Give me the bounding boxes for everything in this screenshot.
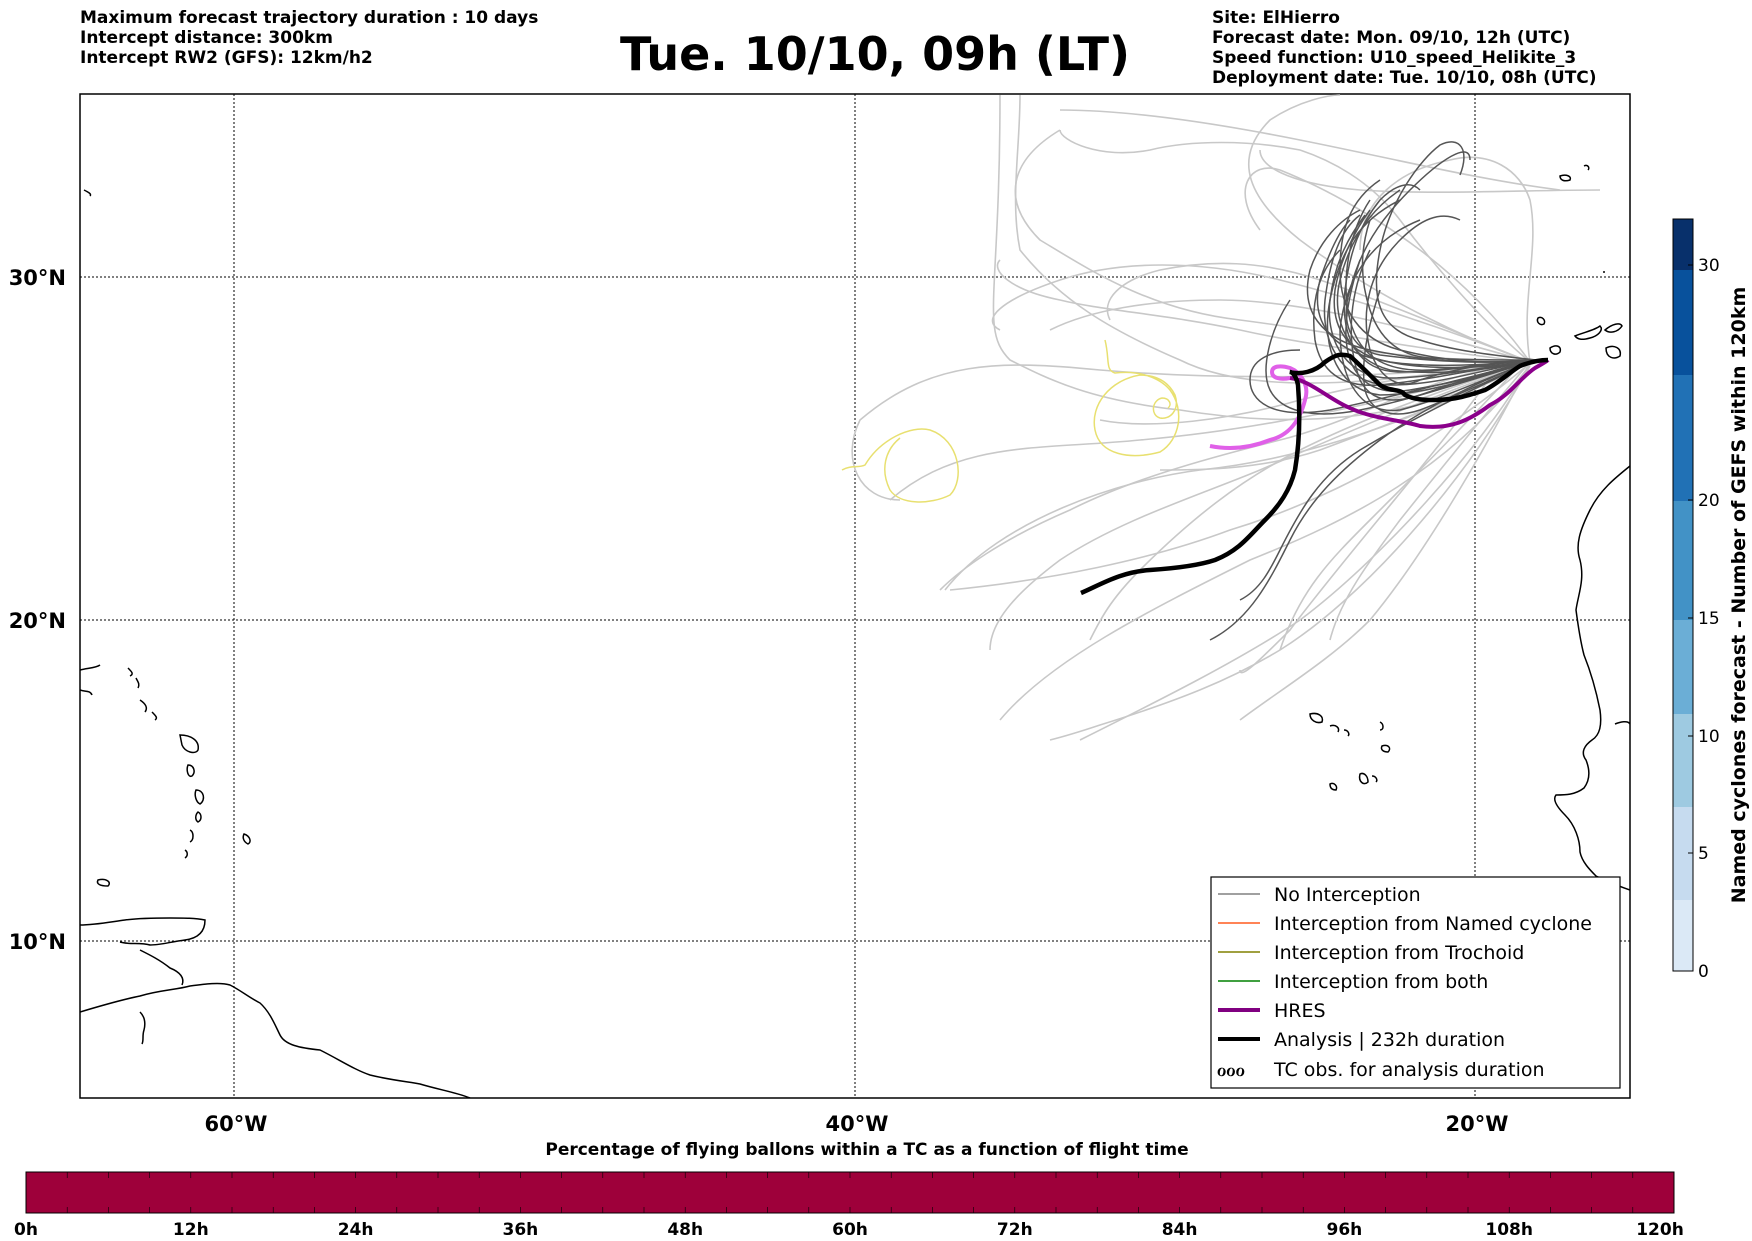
bottom-bar-tick: 108h [1485, 1220, 1533, 1240]
lanzarote-island [1603, 323, 1623, 333]
lat-label: 20°N [9, 609, 66, 633]
ensemble-light-trajectories [851, 94, 1601, 741]
bottom-bar-title: Percentage of flying ballons within a TC… [545, 1140, 1188, 1160]
header-left-line: Maximum forecast trajectory duration : 1… [80, 8, 539, 28]
header-right-line: Speed function: U10_speed_Helikite_3 [1212, 48, 1577, 68]
colorbar-segment [1673, 900, 1693, 971]
bottom-bar-tick: 48h [667, 1220, 703, 1240]
header-left: Maximum forecast trajectory duration : 1… [80, 8, 538, 68]
header-right-line: Site: ElHierro [1212, 8, 1340, 28]
header-right-line: Forecast date: Mon. 09/10, 12h (UTC) [1212, 28, 1571, 48]
caribbean-island [127, 667, 140, 689]
colorbar-segment [1673, 807, 1693, 900]
bottom-bar-tick: 60h [832, 1220, 868, 1240]
bottom-bar-fill [25, 1171, 1675, 1214]
caribbean-island [139, 699, 158, 721]
legend-label: Interception from Named cyclone [1274, 913, 1592, 935]
cape-verde-island [1329, 724, 1350, 737]
colorbar-segment [1673, 375, 1693, 501]
colorbar-segment [1673, 620, 1693, 714]
barbados-island [242, 833, 251, 845]
lat-label: 30°N [9, 266, 66, 290]
lat-labels: 30°N 20°N 10°N [9, 266, 66, 954]
guadeloupe-island [179, 734, 199, 754]
la-palma-island [1536, 316, 1546, 326]
colorbar: 0 5 10 15 20 30 Named cyclones forecast … [1672, 218, 1750, 982]
lon-labels: 60°W 40°W 20°W [205, 1112, 1509, 1136]
legend-label: Analysis | 232h duration [1274, 1029, 1505, 1051]
colorbar-segment [1673, 219, 1693, 270]
legend-label: Interception from both [1274, 971, 1488, 993]
bottom-bar-tick: 36h [503, 1220, 539, 1240]
colorbar-segment [1673, 270, 1693, 375]
trinidad-venezuela-coast [80, 917, 206, 946]
coastlines [80, 164, 1630, 1098]
header-left-line: Intercept distance: 300km [80, 28, 333, 48]
colorbar-tick: 20 [1698, 491, 1720, 511]
cape-verde-island [1379, 721, 1391, 753]
bottom-bar-tick: 12h [173, 1220, 209, 1240]
bottom-bar-tick: 0h [14, 1220, 38, 1240]
colorbar-segment [1673, 714, 1693, 807]
africa-coast [1553, 465, 1630, 891]
analysis-track [1080, 352, 1549, 596]
orinoco-coast [139, 949, 184, 986]
cape-verde-island [1309, 712, 1324, 724]
cape-verde-island [1329, 772, 1378, 791]
tenerife-island [1549, 345, 1562, 355]
grenadines-islands [184, 829, 194, 859]
colorbar-tick: 30 [1698, 256, 1720, 276]
bottom-bar: Percentage of flying ballons within a TC… [14, 1140, 1684, 1240]
bottom-bar-tick: 96h [1327, 1220, 1363, 1240]
africa-coast-detail [1614, 720, 1630, 725]
legend-box [1210, 876, 1621, 1089]
fuerteventura-island [1573, 324, 1602, 341]
south-america-coast [80, 982, 471, 1098]
legend-label: HRES [1274, 1000, 1326, 1022]
lat-label: 10°N [9, 930, 66, 954]
colorbar-tick: 0 [1698, 962, 1709, 982]
colorbar-tick: 5 [1698, 844, 1709, 864]
tc-obs-tracks [841, 339, 1180, 503]
martinique-island [194, 789, 205, 805]
madeira-island [1559, 164, 1590, 182]
header-left-line: Intercept RW2 (GFS): 12km/h2 [80, 48, 373, 68]
lon-label: 40°W [826, 1112, 889, 1136]
bottom-bar-minor-ticks [66, 1172, 1634, 1213]
legend: ℴℴℴ No Interception Interception from Na… [1210, 876, 1621, 1089]
dominica-island [186, 764, 195, 778]
legend-label: TC obs. for analysis duration [1273, 1059, 1545, 1081]
colorbar-label: Named cyclones forecast - Number of GEFS… [1728, 287, 1750, 904]
caribbean-coast [80, 664, 101, 696]
guyana-coast [139, 1011, 146, 1045]
bottom-bar-tick: 120h [1636, 1220, 1684, 1240]
page-title: Tue. 10/10, 09h (LT) [620, 27, 1130, 81]
colorbar-frame [1672, 218, 1694, 972]
legend-tc-symbol: ℴℴℴ [1217, 1057, 1245, 1081]
lon-label: 60°W [205, 1112, 268, 1136]
header-right: Site: ElHierro Forecast date: Mon. 09/10… [1212, 8, 1597, 88]
colorbar-tick: 15 [1698, 609, 1720, 629]
legend-label: No Interception [1274, 884, 1421, 906]
gran-canaria-island [1605, 345, 1622, 359]
hres-track [1289, 358, 1550, 429]
legend-label: Interception from Trochoid [1274, 942, 1524, 964]
colorbar-tick: 10 [1698, 727, 1720, 747]
colorbar-segment [1673, 501, 1693, 620]
header-right-line: Deployment date: Tue. 10/10, 08h (UTC) [1212, 68, 1597, 88]
bottom-bar-tick: 84h [1162, 1220, 1198, 1240]
abc-island [96, 878, 110, 887]
lon-label: 20°W [1446, 1112, 1509, 1136]
bottom-bar-tick: 24h [338, 1220, 374, 1240]
bermuda-island [83, 189, 92, 197]
st-lucia-island [195, 811, 202, 823]
bottom-bar-tick: 72h [997, 1220, 1033, 1240]
